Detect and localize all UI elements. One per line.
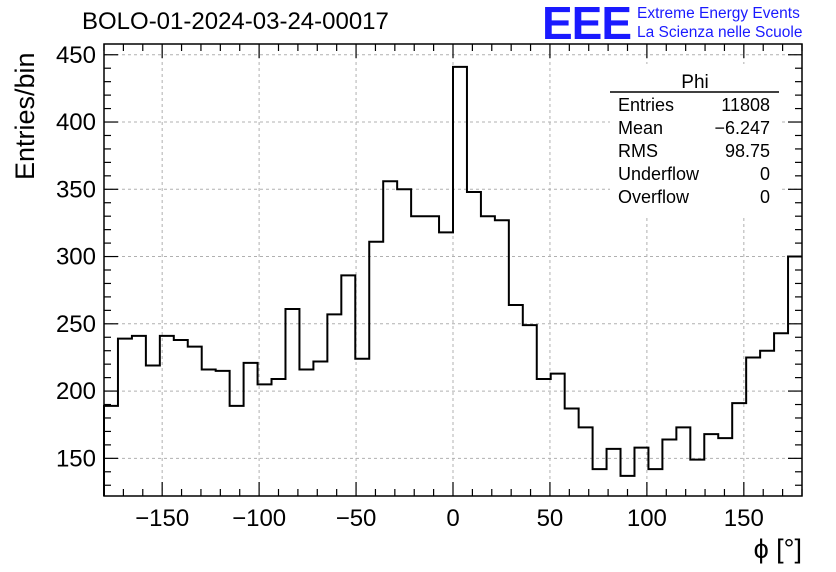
stats-row-value: 98.75 xyxy=(725,141,770,161)
stats-box-rows: Entries 11808 Mean −6.247 RMS 98.75 Underflow 0… xyxy=(618,95,770,207)
stats-row-value: −6.247 xyxy=(714,118,770,138)
x-tick-label: 50 xyxy=(537,505,564,532)
run-title: BOLO-01-2024-03-24-00017 xyxy=(82,8,389,35)
y-tick-label: 200 xyxy=(56,378,96,405)
x-tick-label: −100 xyxy=(232,505,286,532)
stats-row-value: 11808 xyxy=(721,95,770,115)
stats-box: Phi Entries 11808 Mean −6.247 RMS 98.75 Underf… xyxy=(610,64,780,216)
x-tick-label: −150 xyxy=(135,505,189,532)
stats-row-label: Overflow xyxy=(618,187,690,207)
y-tick-label: 350 xyxy=(56,176,96,203)
stats-row-label: RMS xyxy=(618,141,658,161)
y-tick-label: 250 xyxy=(56,311,96,338)
eee-logo: EEE xyxy=(542,0,632,49)
stats-row-value: 0 xyxy=(760,187,770,207)
x-tick-label: 100 xyxy=(627,505,667,532)
stats-row-label: Mean xyxy=(618,118,663,138)
x-tick-label: 150 xyxy=(724,505,764,532)
eee-logo-text: Extreme Energy Events La Scienza nelle S… xyxy=(637,4,802,42)
y-tick-label: 400 xyxy=(56,109,96,136)
stats-box-background xyxy=(610,64,780,216)
y-tick-label: 150 xyxy=(56,445,96,472)
eee-logo-line1: Extreme Energy Events xyxy=(637,5,800,22)
x-axis-title: ϕ [°] xyxy=(754,534,802,564)
histogram-line xyxy=(103,65,802,496)
tick-labels: −150 −100 −50 0 50 100 150 150 200 250 300 350 400 45… xyxy=(56,42,764,532)
x-tick-label: 0 xyxy=(446,505,459,532)
y-tick-label: 300 xyxy=(56,244,96,271)
stats-row-label: Underflow xyxy=(618,164,700,184)
eee-logo-line2: La Scienza nelle Scuole xyxy=(637,24,803,41)
y-tick-label: 450 xyxy=(56,42,96,69)
stats-row-label: Entries xyxy=(618,95,674,115)
x-tick-label: −50 xyxy=(336,505,377,532)
stats-box-title: Phi xyxy=(681,72,708,93)
stats-row-value: 0 xyxy=(760,164,770,184)
axis-ticks xyxy=(103,44,803,496)
y-axis-title: Entries/bin xyxy=(10,52,40,180)
